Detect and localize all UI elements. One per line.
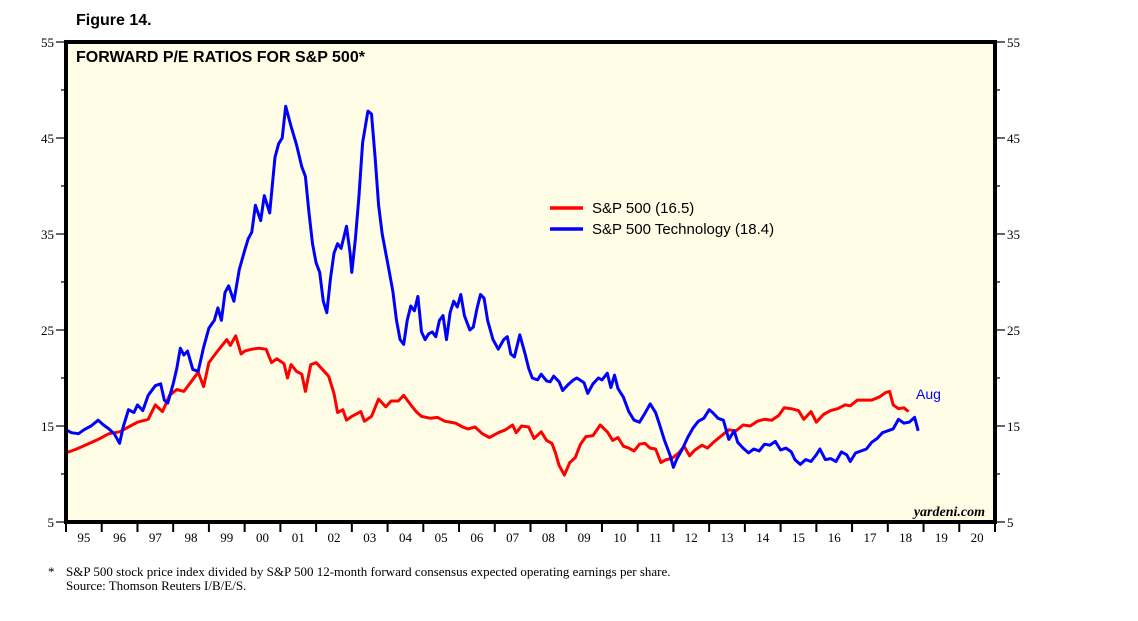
x-tick-label: 06: [470, 530, 484, 545]
x-tick-label: 09: [578, 530, 591, 545]
x-tick-label: 17: [863, 530, 877, 545]
footnote-marker: *: [48, 564, 55, 579]
y-tick-label-left: 15: [41, 419, 54, 434]
x-tick-label: 02: [327, 530, 340, 545]
y-tick-label-left: 55: [41, 35, 54, 50]
legend: S&P 500 (16.5) S&P 500 Technology (18.4): [550, 200, 774, 238]
source-text: Source: Thomson Reuters I/B/E/S.: [66, 578, 247, 593]
series-line-sp500: [65, 334, 910, 477]
y-tick-label-left: 35: [41, 227, 54, 242]
y-tick-label-left: 45: [41, 131, 54, 146]
legend-label: S&P 500 (16.5): [592, 200, 694, 217]
x-tick-label: 04: [399, 530, 413, 545]
y-tick-label-right: 5: [1007, 515, 1014, 530]
x-tick-label: 07: [506, 530, 520, 545]
x-tick-label: 95: [77, 530, 90, 545]
y-tick-label-right: 25: [1007, 323, 1020, 338]
x-tick-label: 05: [435, 530, 448, 545]
footnote-text: S&P 500 stock price index divided by S&P…: [66, 564, 671, 579]
x-tick-label: 16: [828, 530, 842, 545]
x-tick-label: 98: [185, 530, 198, 545]
x-tick-label: 97: [149, 530, 163, 545]
x-tick-label: 14: [756, 530, 770, 545]
figure-label: Figure 14.: [76, 12, 152, 29]
y-tick-label-left: 25: [41, 323, 54, 338]
x-tick-label: 11: [649, 530, 662, 545]
series-layer: [65, 104, 920, 477]
x-tick-label: 96: [113, 530, 127, 545]
x-tick-label: 12: [685, 530, 698, 545]
x-tick-label: 10: [613, 530, 626, 545]
x-tick-label: 08: [542, 530, 555, 545]
legend-label: S&P 500 Technology (18.4): [592, 221, 774, 238]
x-tick-label: 03: [363, 530, 376, 545]
footnote: * S&P 500 stock price index divided by S&…: [48, 565, 671, 593]
watermark: yardeni.com: [912, 505, 985, 520]
x-tick-label: 01: [292, 530, 305, 545]
y-tick-label-right: 45: [1007, 131, 1020, 146]
x-tick-label: 19: [935, 530, 948, 545]
y-tick-label-right: 35: [1007, 227, 1020, 242]
x-tick-label: 13: [721, 530, 734, 545]
series-line-sp500-technology: [65, 104, 920, 469]
plot-background: [66, 42, 995, 522]
y-tick-label-right: 15: [1007, 419, 1020, 434]
chart-title: FORWARD P/E RATIOS FOR S&P 500*: [76, 49, 366, 66]
x-tick-label: 20: [971, 530, 984, 545]
x-tick-label: 15: [792, 530, 805, 545]
y-tick-label-right: 55: [1007, 35, 1020, 50]
y-tick-label-left: 5: [48, 515, 55, 530]
end-annotation: Aug: [916, 386, 941, 402]
x-tick-label: 18: [899, 530, 912, 545]
x-tick-label: 99: [220, 530, 233, 545]
x-tick-label: 00: [256, 530, 269, 545]
